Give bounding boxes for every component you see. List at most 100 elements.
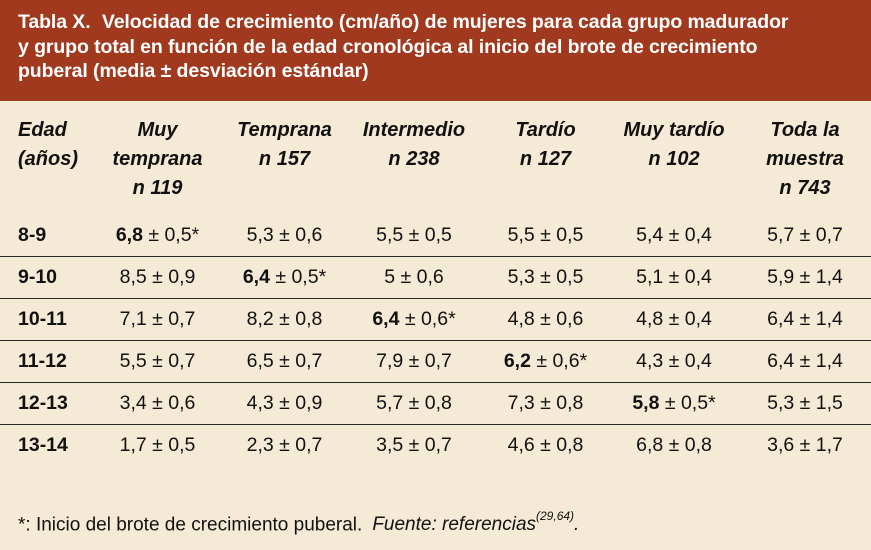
cell-mean: 1,7 xyxy=(119,434,147,456)
table-cell: 5,3 ± 0,5 xyxy=(482,256,609,299)
table-cell: 5,5 ± 0,5 xyxy=(482,215,609,257)
column-header-very-early: Muy temprana n 119 xyxy=(112,119,203,199)
cell-sd: ± 0,8 xyxy=(668,434,712,456)
cell-sd: ± 0,8 xyxy=(540,434,584,456)
cell-sd: ± 0,4 xyxy=(668,350,712,372)
cell-sd: ± 0,7 xyxy=(152,350,196,372)
cell-mean: 7,9 xyxy=(376,350,404,372)
table-cell: 5,3 ± 1,5 xyxy=(739,382,871,425)
title-line-3: puberal (media ± desviación estándar) xyxy=(18,60,369,82)
table-cell: 6,8 ± 0,8 xyxy=(609,425,739,467)
row-age: 12-13 xyxy=(0,382,92,425)
table-cell: 5,5 ± 0,7 xyxy=(92,340,223,383)
cell-mean: 4,8 xyxy=(636,308,664,330)
table-cell: 4,3 ± 0,4 xyxy=(609,340,739,383)
cell-mean: 5,5 xyxy=(376,224,404,246)
cell-sd: ± 0,7 xyxy=(408,350,452,372)
row-age: 11-12 xyxy=(0,340,92,383)
cell-mean: 3,6 xyxy=(767,434,795,456)
cell-sd: ± 0,8 xyxy=(408,392,452,414)
cell-mean: 5,8 xyxy=(632,392,660,414)
table-cell: 6,4 ± 0,6* xyxy=(346,298,482,341)
cell-mean: 5,3 xyxy=(767,392,795,414)
row-age: 10-11 xyxy=(0,298,92,341)
table-cell: 6,5 ± 0,7 xyxy=(223,340,346,383)
cell-mean: 5,7 xyxy=(376,392,404,414)
row-age: 9-10 xyxy=(0,256,92,299)
table-cell: 5,4 ± 0,4 xyxy=(609,215,739,257)
cell-mean: 5,4 xyxy=(636,224,664,246)
cell-sd: ± 0,4 xyxy=(668,224,712,246)
table-label: Tabla X. xyxy=(18,11,91,33)
cell-sd: ± 0,9 xyxy=(279,392,323,414)
cell-sd: ± 0,5 xyxy=(540,224,584,246)
table-row: 9-10 8,5 ± 0,9 6,4 ± 0,5* 5 ± 0,6 5,3 ± 0,5 5… xyxy=(0,256,871,299)
table-cell: 5,3 ± 0,6 xyxy=(223,215,346,257)
cell-mean: 3,4 xyxy=(119,392,147,414)
table-cell: 4,8 ± 0,6 xyxy=(482,298,609,341)
cell-mean: 6,8 xyxy=(115,224,143,246)
table-cell: 7,9 ± 0,7 xyxy=(346,340,482,383)
cell-sd: ± 0,6 xyxy=(400,266,444,288)
cell-mean: 6,4 xyxy=(767,308,795,330)
cell-sd: ± 0,5 xyxy=(540,266,584,288)
cell-mark: * xyxy=(318,266,327,288)
table-cell: 8,5 ± 0,9 xyxy=(92,256,223,299)
cell-mean: 7,3 xyxy=(507,392,535,414)
cell-sd: ± 0,8 xyxy=(279,308,323,330)
column-header-late: Tardío n 127 xyxy=(515,119,576,170)
cell-mark: * xyxy=(579,350,588,372)
table-cell: 1,7 ± 0,5 xyxy=(92,425,223,467)
cell-mean: 6,4 xyxy=(767,350,795,372)
table-cell: 5,1 ± 0,4 xyxy=(609,256,739,299)
table-cell: 4,6 ± 0,8 xyxy=(482,425,609,467)
cell-sd: ± 0,5 xyxy=(148,224,192,246)
table-body: 8-9 6,8 ± 0,5* 5,3 ± 0,6 5,5 ± 0,5 5,5 ± 0,5… xyxy=(0,215,871,466)
cell-sd: ± 0,7 xyxy=(799,224,843,246)
table-row: 12-13 3,4 ± 0,6 4,3 ± 0,9 5,7 ± 0,8 7,3 ± 0,… xyxy=(0,382,871,425)
table-cell: 5,5 ± 0,5 xyxy=(346,215,482,257)
table-cell: 3,6 ± 1,7 xyxy=(739,425,871,467)
cell-mark: * xyxy=(191,224,200,246)
table-cell: 6,2 ± 0,6* xyxy=(482,340,609,383)
cell-mean: 8,2 xyxy=(246,308,274,330)
cell-mark: * xyxy=(448,308,456,330)
footnote-refs: (29,64) xyxy=(536,509,575,523)
row-age: 8-9 xyxy=(0,215,92,257)
table-row: 13-14 1,7 ± 0,5 2,3 ± 0,7 3,5 ± 0,7 4,6 ± 0,… xyxy=(0,425,871,467)
cell-mean: 2,3 xyxy=(246,434,274,456)
table-cell: 4,8 ± 0,4 xyxy=(609,298,739,341)
cell-sd: ± 0,7 xyxy=(152,308,196,330)
cell-sd: ± 0,6 xyxy=(152,392,196,414)
table-cell: 4,3 ± 0,9 xyxy=(223,382,346,425)
cell-sd: ± 0,6 xyxy=(279,224,323,246)
row-age: 13-14 xyxy=(18,434,68,456)
cell-sd: ± 0,7 xyxy=(279,350,323,372)
cell-mean: 6,4 xyxy=(372,308,400,330)
table-cell: 6,8 ± 0,5* xyxy=(92,215,223,257)
cell-mean: 5,3 xyxy=(507,266,535,288)
table-header: Edad (años) Muy temprana n 119 Temprana n 15… xyxy=(0,116,871,215)
cell-sd: ± 0,5 xyxy=(152,434,196,456)
column-header-intermediate: Intermedio n 238 xyxy=(362,119,466,170)
cell-mean: 5,7 xyxy=(767,224,795,246)
column-header-very-late: Muy tardío n 102 xyxy=(623,119,725,170)
column-header-early: Temprana n 157 xyxy=(237,119,332,170)
table-cell: 7,3 ± 0,8 xyxy=(482,382,609,425)
cell-sd: ± 0,9 xyxy=(152,266,196,288)
cell-mean: 5,5 xyxy=(119,350,147,372)
cell-sd: ± 0,4 xyxy=(668,266,712,288)
column-header-age: Edad (años) xyxy=(18,119,78,170)
cell-sd: ± 0,8 xyxy=(540,392,584,414)
cell-sd: ± 1,4 xyxy=(799,266,843,288)
cell-mean: 7,1 xyxy=(119,308,147,330)
cell-mean: 6,5 xyxy=(246,350,274,372)
cell-sd: ± 0,4 xyxy=(668,308,712,330)
cell-sd: ± 0,7 xyxy=(279,434,323,456)
table-cell: 5 ± 0,6 xyxy=(346,256,482,299)
growth-velocity-table: Edad (años) Muy temprana n 119 Temprana n 15… xyxy=(0,116,871,466)
cell-mean: 3,5 xyxy=(376,434,404,456)
table-cell: 5,7 ± 0,7 xyxy=(739,215,871,257)
table-cell: 5,7 ± 0,8 xyxy=(346,382,482,425)
table-row: 10-11 7,1 ± 0,7 8,2 ± 0,8 6,4 ± 0,6* 4,8 ± 0… xyxy=(0,298,871,341)
